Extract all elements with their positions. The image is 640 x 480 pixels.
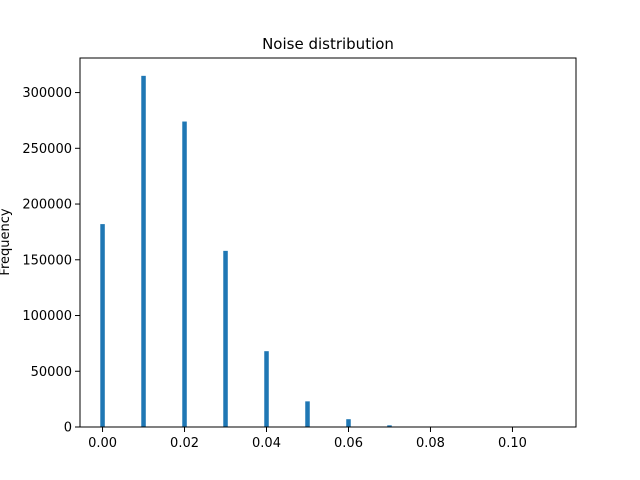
histogram-bar	[223, 250, 228, 427]
y-tick-label: 300000	[22, 86, 72, 101]
y-tick-label: 0	[64, 421, 72, 436]
x-tick-label: 0.02	[170, 436, 199, 451]
y-axis: 0 50000 100000 150000 200000 250000 300000	[22, 86, 80, 436]
x-tick-label: 0.04	[252, 436, 281, 451]
y-tick-label: 200000	[22, 198, 72, 213]
histogram-bar	[182, 121, 187, 427]
plot-frame	[79, 57, 577, 428]
histogram-bar	[387, 425, 392, 427]
y-tick-label: 100000	[22, 309, 72, 324]
x-tick-label: 0.06	[334, 436, 363, 451]
histogram-bar	[305, 401, 310, 427]
y-tick-label: 50000	[31, 365, 72, 380]
histogram-bar	[141, 75, 146, 427]
histogram-bar	[100, 224, 105, 427]
y-axis-label: Frequency	[0, 208, 13, 275]
histogram-bar	[264, 351, 269, 427]
y-tick-label: 250000	[22, 142, 72, 157]
histogram-bar	[346, 419, 351, 427]
x-tick-label: 0.10	[498, 436, 527, 451]
y-tick-label: 150000	[22, 253, 72, 268]
x-tick-label: 0.00	[88, 436, 117, 451]
x-tick-label: 0.08	[416, 436, 445, 451]
chart-title: Noise distribution	[262, 35, 394, 53]
x-axis: 0.00 0.02 0.04 0.06 0.08 0.10	[88, 427, 527, 451]
